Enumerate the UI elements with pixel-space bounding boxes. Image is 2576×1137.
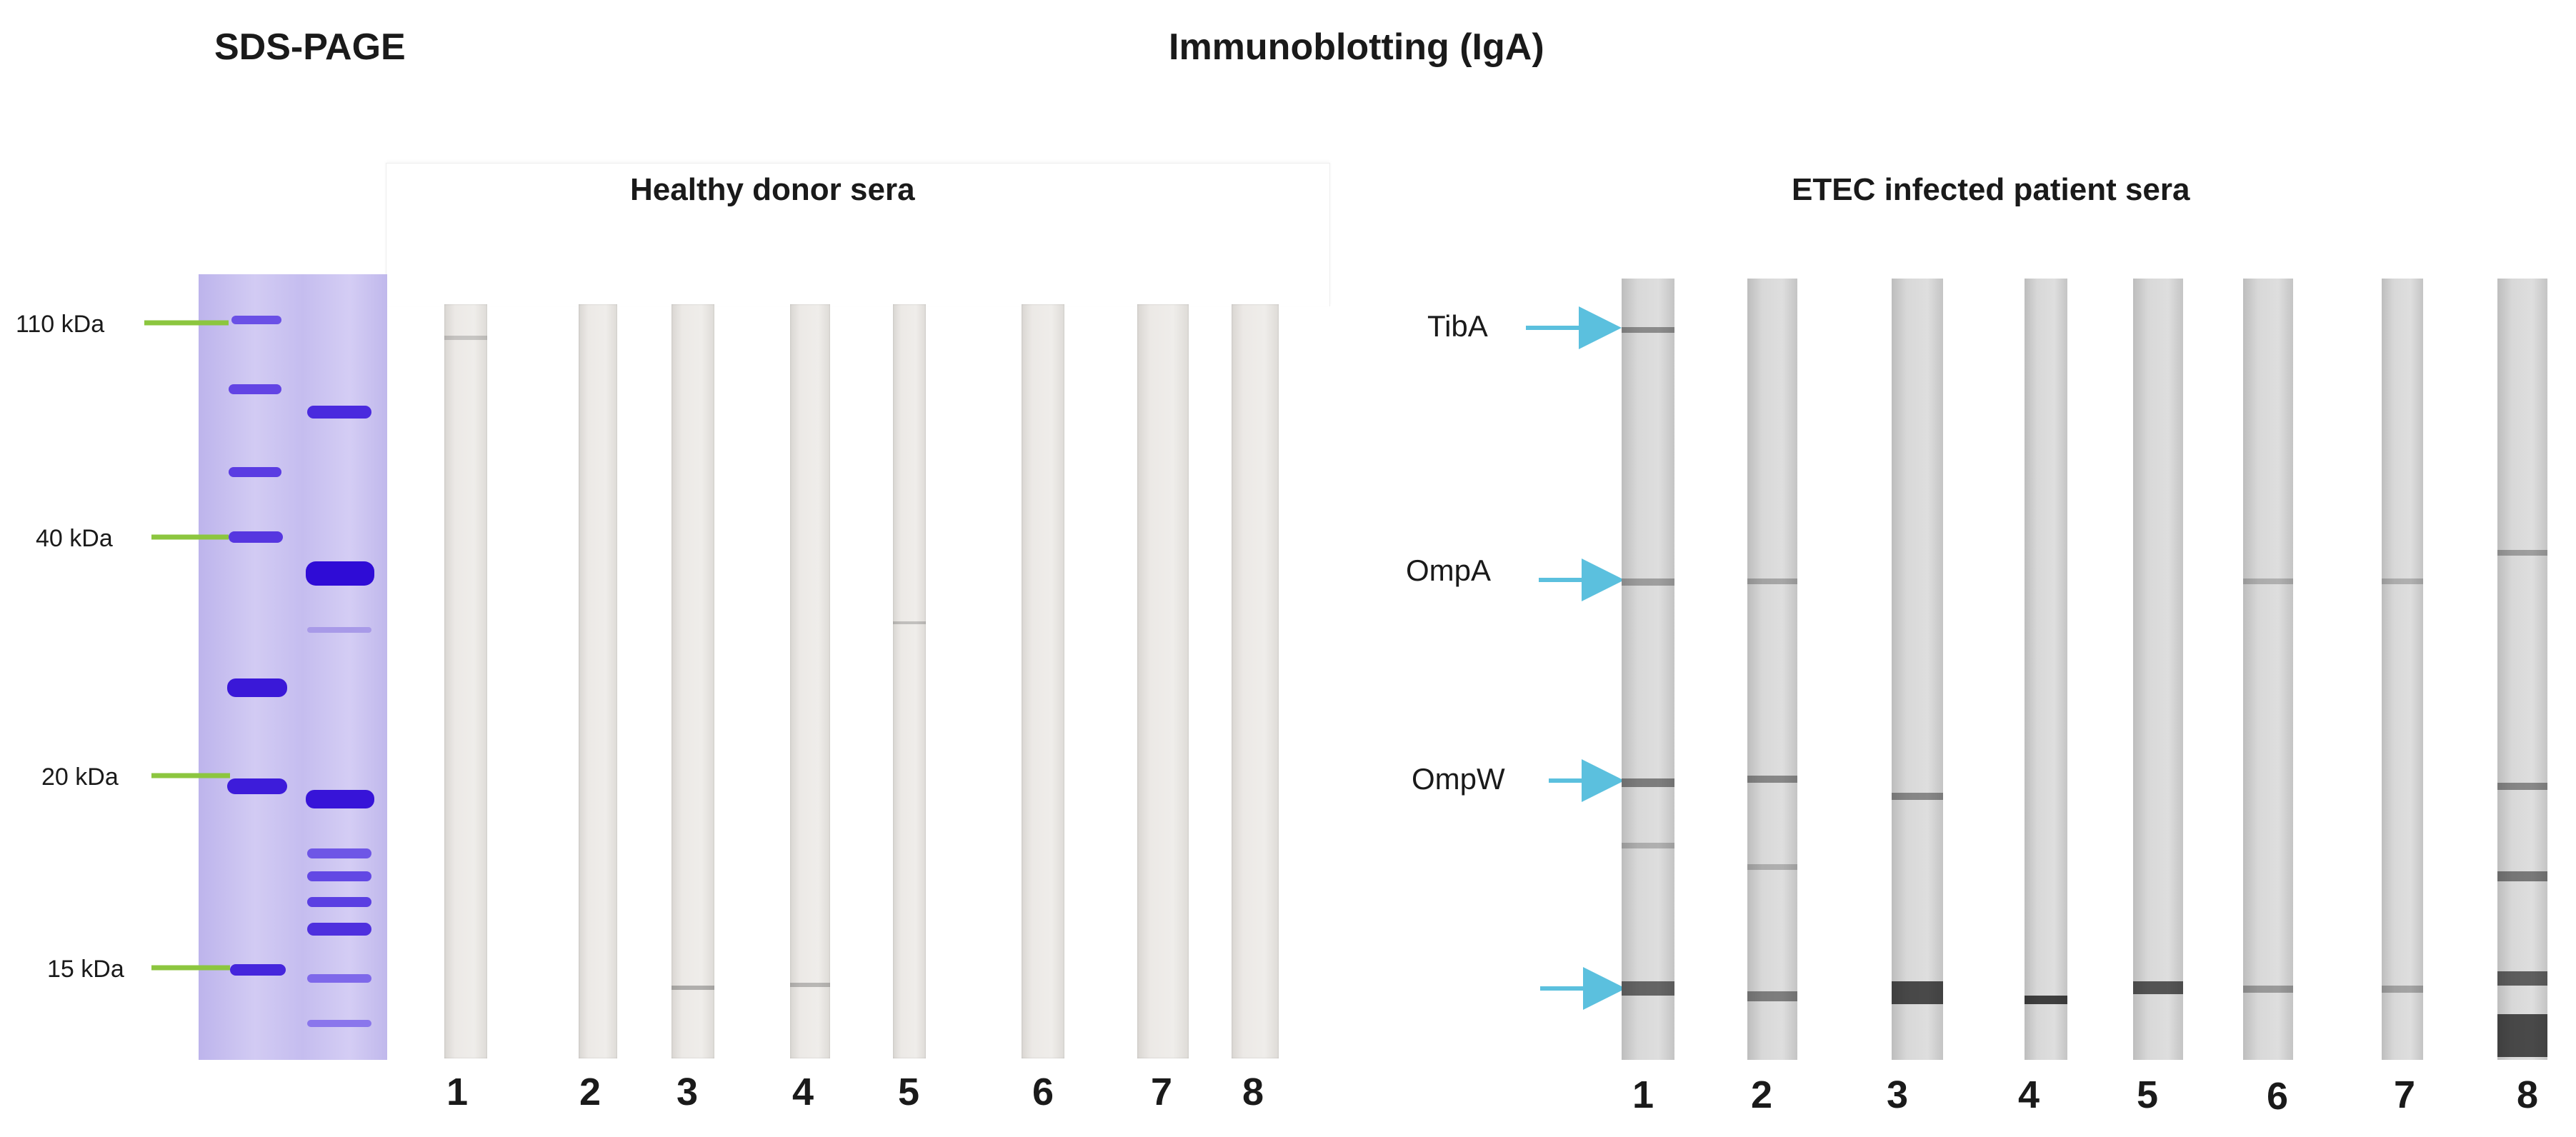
etec-strip-6 [2243, 279, 2293, 1060]
etec-strip-2 [1747, 279, 1797, 1060]
ladder-band [227, 678, 287, 697]
sample-band [307, 871, 371, 881]
sample-band [307, 897, 371, 907]
healthy-panel-frame [386, 163, 1330, 306]
sample-band [307, 406, 371, 419]
sample-band [307, 1020, 371, 1027]
marker-label-20: 20 kDa [41, 763, 119, 791]
ladder-band [229, 531, 283, 543]
etec-lane-7: 7 [2393, 1073, 2416, 1116]
healthy-strip-1 [444, 304, 487, 1058]
healthy-lane-3: 3 [676, 1071, 699, 1113]
etec-strip-8 [2497, 279, 2547, 1060]
healthy-lane-5: 5 [897, 1071, 920, 1113]
sample-band [306, 790, 374, 808]
ladder-band [230, 964, 286, 976]
etec-strip-3 [1892, 279, 1943, 1060]
etec-lane-6: 6 [2266, 1075, 2289, 1118]
marker-label-40: 40 kDa [36, 525, 113, 552]
etec-strip-1 [1622, 279, 1674, 1060]
sample-band [306, 561, 374, 586]
healthy-strip-4 [790, 304, 830, 1058]
etec-strip-4 [2025, 279, 2067, 1060]
healthy-lane-2: 2 [579, 1071, 601, 1113]
etec-lane-3: 3 [1886, 1073, 1909, 1116]
healthy-lane-7: 7 [1150, 1071, 1173, 1113]
healthy-strip-6 [1022, 304, 1064, 1058]
healthy-lane-1: 1 [446, 1071, 469, 1113]
etec-lane-5: 5 [2136, 1073, 2159, 1116]
protein-label-ompa: OmpA [1406, 554, 1492, 587]
healthy-lane-6: 6 [1032, 1071, 1054, 1113]
etec-lane-1: 1 [1632, 1073, 1654, 1116]
ladder-band [227, 778, 287, 794]
healthy-strip-5 [893, 304, 926, 1058]
sds-page-gel [199, 274, 387, 1060]
sds-page-title: SDS-PAGE [214, 26, 406, 68]
marker-label-110: 110 kDa [16, 311, 105, 338]
healthy-strip-7 [1137, 304, 1189, 1058]
protein-label-ompw: OmpW [1412, 762, 1505, 796]
ladder-band [229, 467, 281, 477]
etec-strip-7 [2382, 279, 2423, 1060]
healthy-strip-8 [1232, 304, 1279, 1058]
ladder-band [229, 384, 281, 394]
sample-band [307, 923, 371, 936]
healthy-strip-2 [579, 304, 617, 1058]
sample-band [307, 848, 371, 858]
etec-title: ETEC infected patient sera [1792, 172, 2190, 207]
etec-strip-5 [2133, 279, 2183, 1060]
healthy-strip-3 [672, 304, 714, 1058]
etec-lane-2: 2 [1750, 1073, 1773, 1116]
sample-band [307, 627, 371, 633]
sample-band [307, 974, 371, 983]
ladder-band [231, 316, 281, 324]
etec-lane-4: 4 [2017, 1073, 2040, 1116]
immunoblot-title: Immunoblotting (IgA) [1169, 26, 1544, 68]
healthy-lane-4: 4 [792, 1071, 814, 1113]
marker-label-15: 15 kDa [47, 956, 124, 983]
healthy-lane-8: 8 [1242, 1071, 1264, 1113]
healthy-title: Healthy donor sera [630, 172, 915, 207]
protein-label-tiba: TibA [1427, 309, 1488, 343]
etec-lane-8: 8 [2516, 1073, 2539, 1116]
